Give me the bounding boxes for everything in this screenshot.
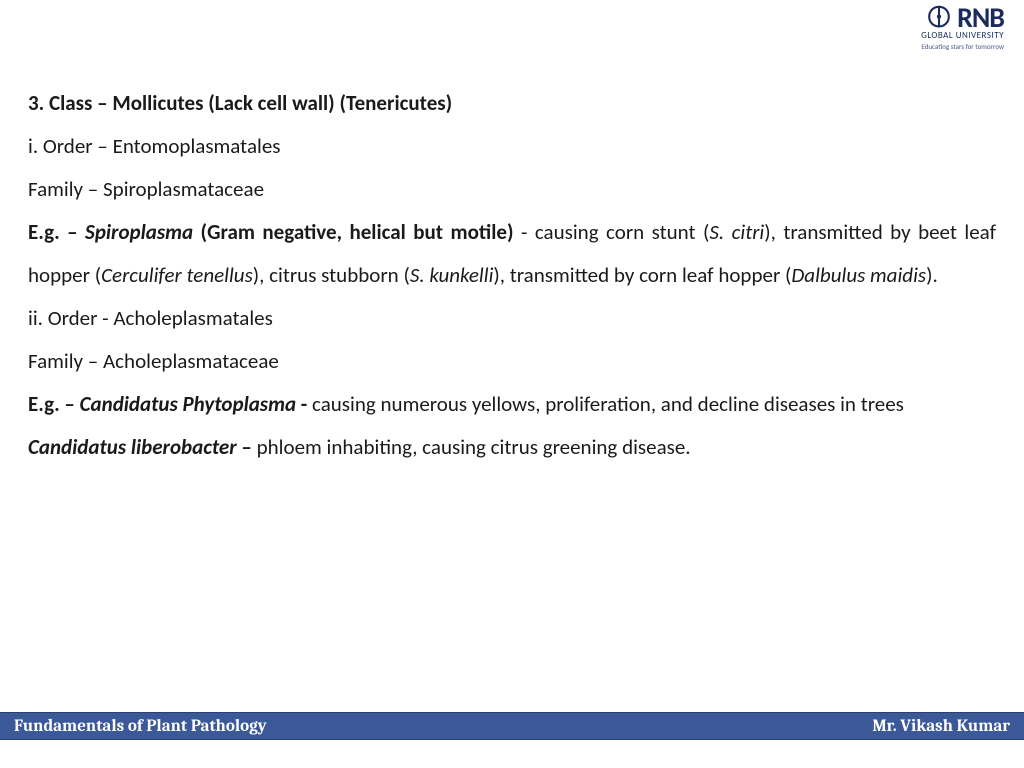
example-2: E.g. – Candidatus Phytoplasma - causing …: [28, 383, 996, 426]
family-2: Family – Acholeplasmataceae: [28, 340, 996, 383]
example-3: Candidatus liberobacter – phloem inhabit…: [28, 426, 996, 469]
eg3-genus: Candidatus liberobacter: [28, 434, 237, 460]
slide-content: 3. Class – Mollicutes (Lack cell wall) (…: [0, 0, 1024, 469]
eg1-sp1: S. citri: [709, 219, 764, 245]
footer-course-title: Fundamentals of Plant Pathology: [14, 717, 267, 736]
family-1: Family – Spiroplasmataceae: [28, 168, 996, 211]
eg2-genus: Candidatus Phytoplasma: [80, 391, 296, 417]
example-1: E.g. – Spiroplasma (Gram negative, helic…: [28, 211, 996, 297]
order-2: ii. Order - Acholeplasmatales: [28, 297, 996, 340]
order-1: i. Order – Entomoplasmatales: [28, 125, 996, 168]
eg1-prefix: E.g. –: [28, 219, 85, 245]
eg2-dash: -: [296, 391, 312, 417]
eg1-a: - causing corn stunt (: [514, 219, 710, 245]
eg1-genus: Spiroplasma: [85, 219, 193, 245]
logo-icon: [925, 4, 953, 32]
eg1-sp2: Cerculifer tenellus: [101, 262, 253, 288]
eg1-sp4: Dalbulus maidis: [791, 262, 926, 288]
eg3-dash: –: [237, 434, 257, 460]
eg1-c: ), citrus stubborn (: [253, 262, 410, 288]
eg1-e: ).: [926, 262, 938, 288]
footer-author: Mr. Vikash Kumar: [872, 717, 1010, 736]
eg2-rest: causing numerous yellows, proliferation,…: [312, 391, 904, 417]
eg2-prefix: E.g. –: [28, 391, 80, 417]
eg1-sp3: S. kunkelli: [410, 262, 494, 288]
logo-brand-text: RNB: [957, 4, 1004, 32]
logo-tagline: Educating stars for tomorrow: [921, 42, 1004, 51]
class-heading: 3. Class – Mollicutes (Lack cell wall) (…: [28, 82, 996, 125]
eg1-desc-bold: (Gram negative, helical but motile): [193, 219, 513, 245]
university-logo: RNB GLOBAL UNIVERSITY Educating stars fo…: [921, 4, 1004, 51]
slide-footer: Fundamentals of Plant Pathology Mr. Vika…: [0, 712, 1024, 740]
eg1-d: ), transmitted by corn leaf hopper (: [493, 262, 791, 288]
eg3-rest: phloem inhabiting, causing citrus greeni…: [257, 434, 691, 460]
logo-main-row: RNB: [921, 4, 1004, 32]
